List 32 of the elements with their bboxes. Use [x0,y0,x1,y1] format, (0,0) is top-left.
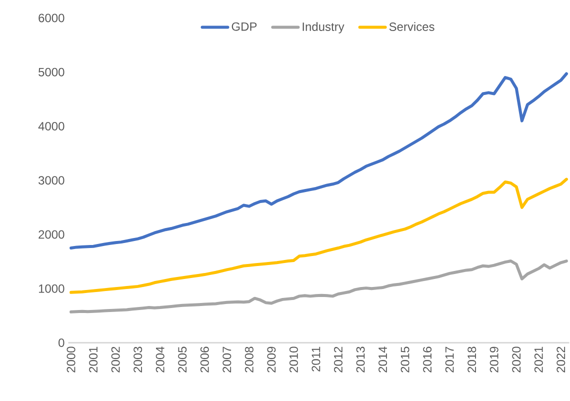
y-tick-label: 1000 [38,284,64,294]
y-tick-label: 2000 [38,230,64,239]
y-tick-label: 4000 [38,122,64,131]
x-tick-label: 2002 [111,347,120,372]
x-tick-label: 2020 [512,346,521,372]
x-tick-label: 2012 [334,347,342,372]
x-tick-label: 2018 [468,346,476,372]
y-tick-label: 6000 [38,14,64,22]
y-tick-label: 3000 [38,176,64,185]
x-tick-label: 2003 [134,346,142,372]
y-tick-label: 5000 [38,68,64,77]
x-tick-label: 2007 [222,347,232,372]
x-tick-label: 2008 [244,346,254,372]
legend-label: GDP [232,22,257,31]
x-tick-label: 2004 [156,346,164,372]
x-tick-label: 2013 [356,346,365,372]
x-tick-label: 2022 [556,347,566,372]
x-tick-label: 2015 [400,346,410,372]
x-tick-label: 2009 [267,346,276,372]
x-tick-label: 2021 [534,346,543,372]
x-tick-label: 2005 [178,346,187,372]
y-tick-label: 0 [58,338,64,348]
x-tick-label: 2006 [200,346,209,372]
x-tick-label: 2016 [423,346,432,372]
legend-label: Services [389,22,434,32]
x-tick-label: 2010 [289,346,298,372]
x-tick-label: 2017 [445,347,454,372]
x-tick-label: 2014 [378,346,388,372]
x-tick-label: 2019 [490,346,498,372]
x-tick-label: 2001 [89,346,98,372]
x-tick-label: 2011 [312,346,320,372]
legend-label: Industry [302,22,344,34]
